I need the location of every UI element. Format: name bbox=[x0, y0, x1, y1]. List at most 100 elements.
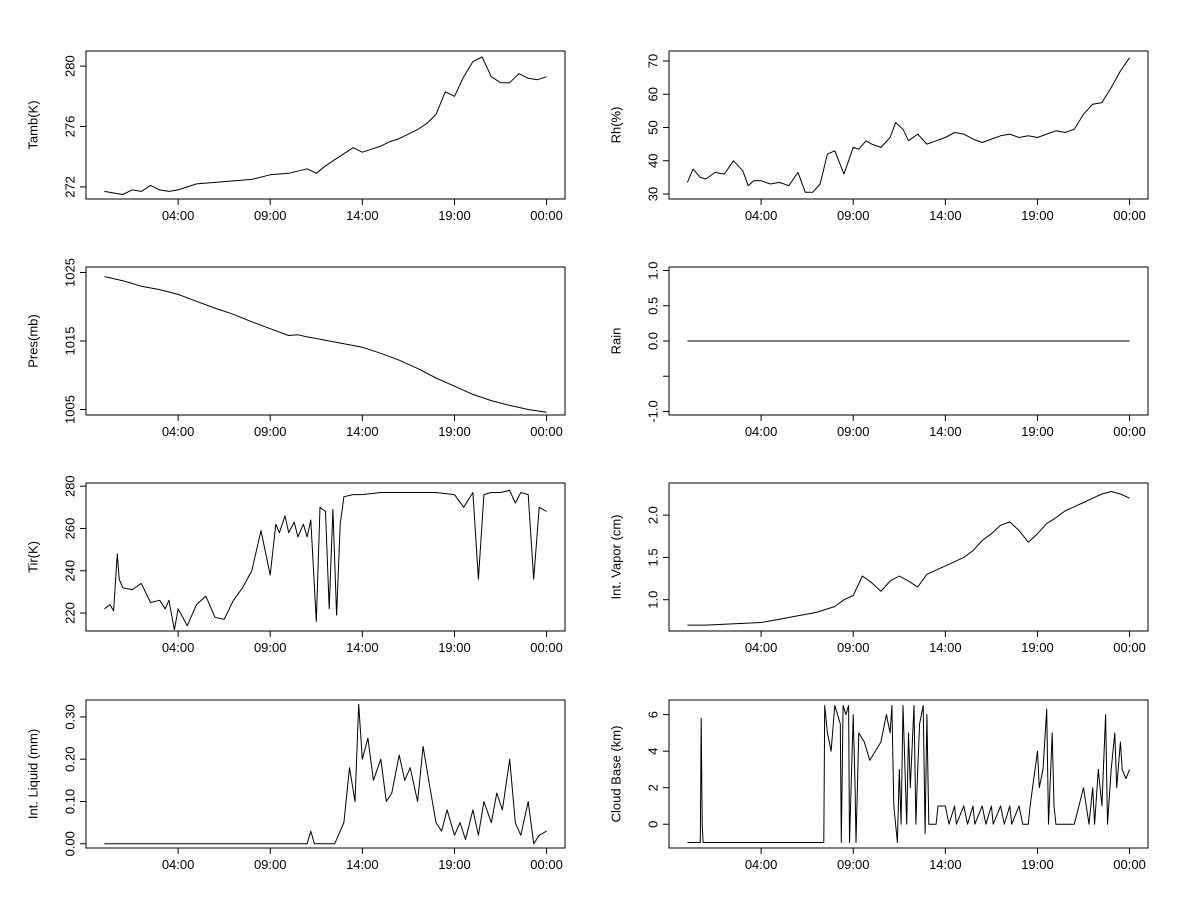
x-tick-label: 04:00 bbox=[162, 208, 195, 223]
y-tick-label: 0.0 bbox=[645, 332, 660, 350]
x-tick-label: 14:00 bbox=[929, 857, 962, 872]
series-line bbox=[104, 489, 547, 631]
y-tick-label: 220 bbox=[62, 602, 77, 624]
y-tick-label: 2 bbox=[645, 784, 660, 791]
panel-rh: 30 40 50 60 70 04:00 09:00 14:00 19:00 00:00 Rh(… bbox=[608, 50, 1149, 223]
y-axis: 1.0 1.5 2.0 bbox=[645, 506, 669, 609]
panel-int-liquid: 0.00 0.10 0.20 0.30 04:00 09:00 14:00 19:00 00:… bbox=[25, 699, 566, 872]
x-tick-label: 09:00 bbox=[837, 857, 870, 872]
panel-int-vapor: 1.0 1.5 2.0 04:00 09:00 14:00 19:00 00:00 Int.… bbox=[608, 482, 1149, 655]
x-tick-label: 04:00 bbox=[745, 208, 778, 223]
series-line bbox=[687, 491, 1130, 626]
panel-tamb: 272 276 280 04:00 09:00 14:00 19:00 00:00 Tamb… bbox=[25, 50, 566, 223]
x-axis: 04:00 09:00 14:00 19:00 00:00 bbox=[745, 199, 1146, 223]
x-tick-label: 04:00 bbox=[162, 857, 195, 872]
x-tick-label: 04:00 bbox=[745, 424, 778, 439]
x-tick-label: 19:00 bbox=[1021, 208, 1054, 223]
x-tick-label: 19:00 bbox=[438, 857, 471, 872]
y-axis-label: Pres(mb) bbox=[25, 314, 40, 367]
x-axis: 04:00 09:00 14:00 19:00 00:00 bbox=[162, 631, 563, 655]
y-tick-label: 0.5 bbox=[645, 297, 660, 315]
plot-frame bbox=[668, 482, 1149, 632]
y-tick-label: 2.0 bbox=[645, 506, 660, 524]
x-axis: 04:00 09:00 14:00 19:00 00:00 bbox=[162, 848, 563, 872]
y-tick-label: 240 bbox=[62, 560, 77, 582]
plot-frame bbox=[668, 50, 1149, 200]
x-tick-label: 14:00 bbox=[929, 640, 962, 655]
y-tick-label: -1.0 bbox=[645, 400, 660, 422]
x-tick-label: 14:00 bbox=[346, 424, 379, 439]
y-axis-label: Int. Liquid (mm) bbox=[25, 729, 40, 819]
series-line bbox=[686, 57, 1131, 193]
x-tick-label: 04:00 bbox=[162, 424, 195, 439]
x-tick-label: 09:00 bbox=[254, 208, 287, 223]
x-tick-label: 00:00 bbox=[1113, 208, 1146, 223]
x-tick-label: 00:00 bbox=[530, 857, 563, 872]
x-tick-label: 14:00 bbox=[929, 424, 962, 439]
y-tick-label: 1.0 bbox=[645, 591, 660, 609]
x-tick-label: 09:00 bbox=[837, 424, 870, 439]
x-tick-label: 04:00 bbox=[745, 857, 778, 872]
y-axis: 272 276 280 bbox=[62, 55, 86, 198]
panel-rain: -1.00.00.51.0 04:00 09:00 14:00 19:00 00:00 … bbox=[608, 261, 1149, 439]
x-axis: 04:00 09:00 14:00 19:00 00:00 bbox=[162, 415, 563, 439]
x-tick-label: 09:00 bbox=[254, 857, 287, 872]
plot-frame bbox=[85, 482, 566, 632]
y-axis: 1005 1015 1025 bbox=[62, 258, 86, 424]
y-axis: -1.0 0.0 0.5 1.0 bbox=[645, 261, 669, 423]
x-tick-label: 00:00 bbox=[1113, 424, 1146, 439]
y-axis-label: Int. Vapor (cm) bbox=[608, 514, 623, 599]
y-tick-label: 40 bbox=[645, 154, 660, 168]
plot-frame bbox=[668, 699, 1149, 849]
y-tick-label: 4 bbox=[645, 748, 660, 755]
series-line bbox=[104, 276, 547, 413]
y-axis-label: Rain bbox=[608, 328, 623, 355]
x-tick-label: 19:00 bbox=[438, 424, 471, 439]
plot-frame bbox=[85, 50, 566, 200]
y-axis-label: Rh(%) bbox=[608, 107, 623, 144]
x-tick-label: 14:00 bbox=[929, 208, 962, 223]
y-tick-label: 280 bbox=[62, 475, 77, 497]
y-tick-label: 6 bbox=[645, 711, 660, 718]
x-tick-label: 09:00 bbox=[837, 640, 870, 655]
y-tick-label: 70 bbox=[645, 54, 660, 68]
x-axis: 04:00 09:00 14:00 19:00 00:00 bbox=[745, 415, 1146, 439]
x-axis: 04:00 09:00 14:00 19:00 00:00 bbox=[745, 848, 1146, 872]
y-tick-label: 0.10 bbox=[62, 789, 77, 814]
x-tick-label: 19:00 bbox=[1021, 424, 1054, 439]
x-tick-label: 00:00 bbox=[1113, 857, 1146, 872]
x-tick-label: 14:00 bbox=[346, 640, 379, 655]
series-line bbox=[687, 705, 1131, 843]
y-axis-label: Tir(K) bbox=[25, 541, 40, 573]
x-tick-label: 00:00 bbox=[1113, 640, 1146, 655]
x-tick-label: 19:00 bbox=[1021, 640, 1054, 655]
x-tick-label: 04:00 bbox=[745, 640, 778, 655]
x-tick-label: 00:00 bbox=[530, 208, 563, 223]
y-axis: 220 240 260 280 bbox=[62, 475, 86, 624]
y-tick-label: 0 bbox=[645, 821, 660, 828]
x-tick-label: 09:00 bbox=[837, 208, 870, 223]
series-line bbox=[104, 703, 547, 845]
x-tick-label: 00:00 bbox=[530, 640, 563, 655]
y-tick-label: 280 bbox=[62, 55, 77, 77]
x-axis: 04:00 09:00 14:00 19:00 00:00 bbox=[745, 631, 1146, 655]
series-line bbox=[104, 56, 547, 195]
panel-tir: 220 240 260 280 04:00 09:00 14:00 19:00 00:00 T… bbox=[25, 475, 566, 655]
y-tick-label: 1.0 bbox=[645, 261, 660, 279]
x-tick-label: 19:00 bbox=[1021, 857, 1054, 872]
y-tick-label: 0.30 bbox=[62, 704, 77, 729]
y-tick-label: 60 bbox=[645, 87, 660, 101]
y-axis: 0.00 0.10 0.20 0.30 bbox=[62, 704, 86, 856]
y-axis: 30 40 50 60 70 bbox=[645, 54, 669, 201]
x-tick-label: 04:00 bbox=[162, 640, 195, 655]
x-tick-label: 19:00 bbox=[438, 208, 471, 223]
x-tick-label: 14:00 bbox=[346, 857, 379, 872]
x-axis: 04:00 09:00 14:00 19:00 00:00 bbox=[162, 199, 563, 223]
y-axis-label: Cloud Base (km) bbox=[608, 726, 623, 823]
y-axis: 0 2 4 6 bbox=[645, 711, 669, 828]
plot-frame bbox=[85, 699, 566, 849]
x-tick-label: 09:00 bbox=[254, 640, 287, 655]
x-tick-label: 19:00 bbox=[438, 640, 471, 655]
panel-cloud-base: 0 2 4 6 04:00 09:00 14:00 19:00 00:00 Cloud Bas… bbox=[608, 699, 1149, 872]
